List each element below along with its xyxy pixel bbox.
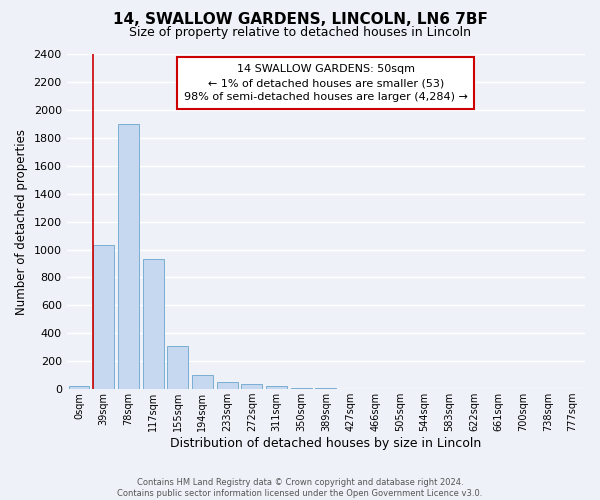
Bar (93, 246, 114, 389)
Text: 14, SWALLOW GARDENS, LINCOLN, LN6 7BF: 14, SWALLOW GARDENS, LINCOLN, LN6 7BF (113, 12, 487, 28)
Text: 14 SWALLOW GARDENS: 50sqm
← 1% of detached houses are smaller (53)
98% of semi-d: 14 SWALLOW GARDENS: 50sqm ← 1% of detach… (184, 64, 468, 102)
Bar (118, 124, 139, 389)
Bar (217, 382, 238, 389)
Bar (143, 260, 164, 389)
X-axis label: Distribution of detached houses by size in Lincoln: Distribution of detached houses by size … (170, 437, 481, 450)
Y-axis label: Number of detached properties: Number of detached properties (15, 128, 28, 314)
Bar (68, 386, 89, 389)
Text: Contains HM Land Registry data © Crown copyright and database right 2024.
Contai: Contains HM Land Registry data © Crown c… (118, 478, 482, 498)
Bar (167, 346, 188, 389)
Text: Size of property relative to detached houses in Lincoln: Size of property relative to detached ho… (129, 26, 471, 39)
Bar (316, 388, 337, 389)
Bar (266, 386, 287, 389)
Bar (192, 375, 213, 389)
Bar (241, 384, 262, 389)
Bar (290, 388, 311, 389)
